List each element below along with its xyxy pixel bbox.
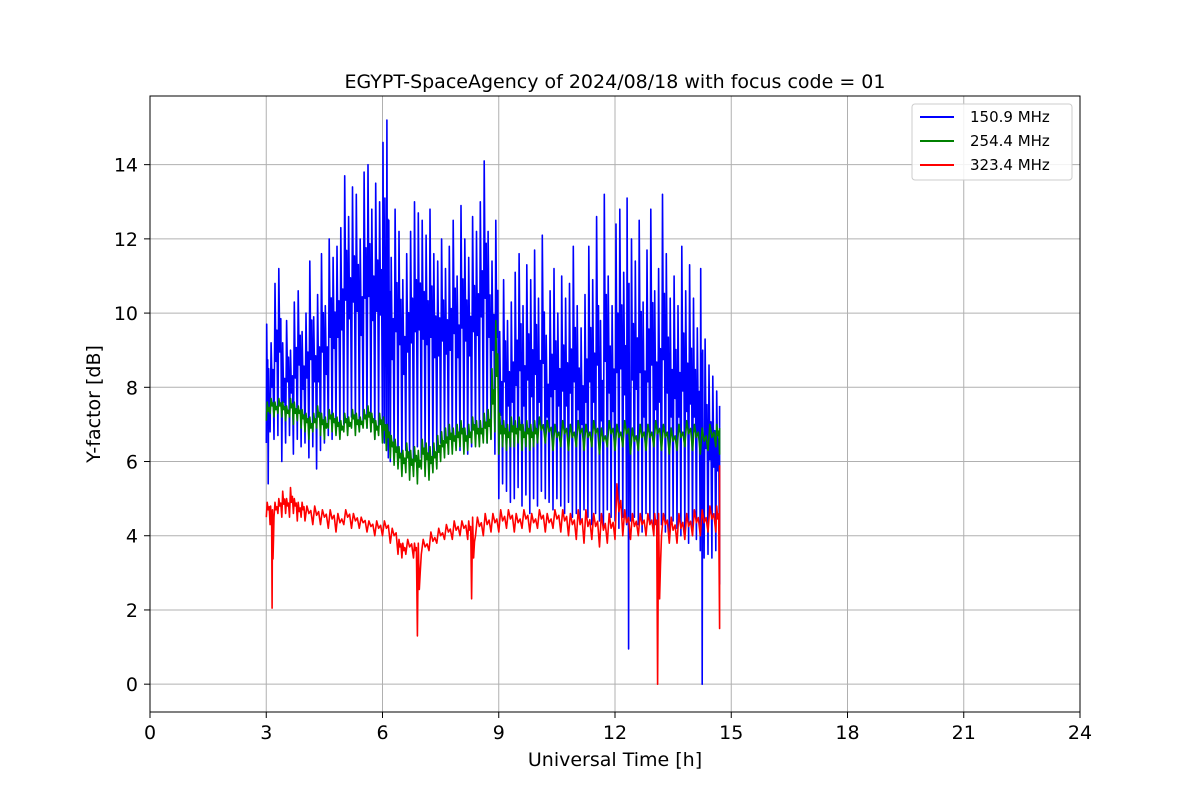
legend-label-254-4: 254.4 MHz	[970, 132, 1050, 150]
x-tick-label: 21	[952, 722, 976, 744]
x-tick-label: 9	[493, 722, 505, 744]
series-line-254-4	[265, 319, 721, 485]
x-tick-label: 15	[719, 722, 743, 744]
legend-label-150-9: 150.9 MHz	[970, 108, 1050, 126]
y-axis-label: Y-factor [dB]	[83, 345, 105, 464]
x-tick-label: 18	[835, 722, 859, 744]
y-tick-label: 12	[114, 229, 138, 251]
legend-label-323-4: 323.4 MHz	[970, 156, 1050, 174]
y-tick-label: 0	[126, 674, 138, 696]
y-tick-label: 14	[114, 155, 138, 177]
x-tick-label: 6	[376, 722, 388, 744]
y-tick-label: 4	[126, 526, 138, 548]
x-tick-label: 3	[260, 722, 272, 744]
x-axis-ticks: 0 3 6 9 12 15 18 21 24	[144, 712, 1092, 744]
series-line-323-4	[265, 465, 721, 685]
legend: 150.9 MHz 254.4 MHz 323.4 MHz	[911, 103, 1073, 181]
x-tick-label: 0	[144, 722, 156, 744]
y-tick-label: 6	[126, 452, 138, 474]
legend-box	[911, 103, 1073, 181]
x-tick-label: 12	[603, 722, 627, 744]
x-tick-label: 24	[1068, 722, 1092, 744]
y-tick-label: 8	[126, 377, 138, 399]
chart-title: EGYPT-SpaceAgency of 2024/08/18 with foc…	[345, 71, 886, 93]
series-layer	[265, 119, 721, 685]
y-axis-ticks: 0 2 4 6 8 10 12 14	[114, 155, 150, 696]
y-tick-label: 10	[114, 303, 138, 325]
x-axis-label: Universal Time [h]	[528, 749, 702, 771]
y-tick-label: 2	[126, 600, 138, 622]
